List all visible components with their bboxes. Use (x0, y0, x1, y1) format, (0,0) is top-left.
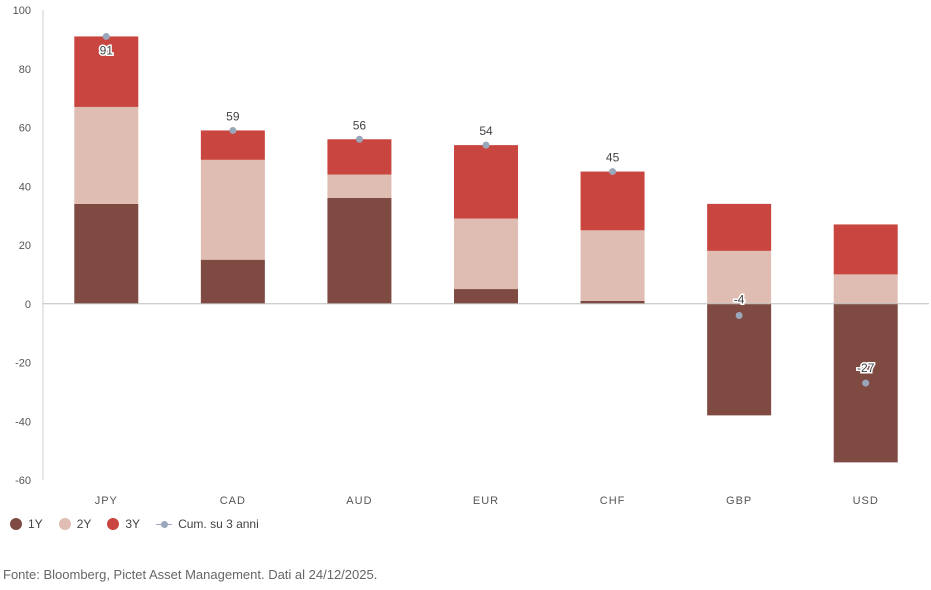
bar-cad-3y (200, 130, 265, 160)
source-note: Fonte: Bloomberg, Pictet Asset Managemen… (3, 567, 378, 582)
bar-eur-3y (454, 145, 518, 219)
x-tick-label: USD (853, 495, 879, 507)
cumulative-data-label: 59 (226, 109, 240, 123)
bar-chart: 100 80 60 40 20 0 -20 -40 -60 91 59 56 54 45 -4 -27 JP… (13, 5, 929, 507)
y-axis: 100 80 60 40 20 0 -20 -40 -60 (13, 5, 44, 487)
legend: 1Y 2Y 3Y Cum. su 3 anni (10, 517, 275, 531)
y-tick-label: 80 (19, 64, 31, 76)
legend-label-3y: 3Y (125, 517, 141, 531)
bar-aud-1y (327, 198, 392, 304)
cumulative-point (229, 126, 237, 134)
legend-swatch-cumulative (156, 518, 173, 530)
cumulative-data-label: 56 (353, 118, 367, 132)
bar-aud-2y (327, 174, 392, 198)
bar-cad-2y (200, 159, 265, 260)
legend-swatch-3y (107, 518, 120, 530)
bar-chf-1y (580, 300, 645, 304)
legend-swatch-2y (58, 518, 71, 530)
x-tick-label: CHF (600, 495, 626, 507)
cumulative-data-label: 91 (100, 43, 114, 57)
x-axis: JPY CAD AUD EUR CHF GBP USD (95, 495, 879, 507)
legend-label-cumulative: Cum. su 3 anni (178, 517, 259, 531)
x-tick-label: GBP (726, 495, 752, 507)
y-tick-label: 40 (19, 181, 31, 193)
y-tick-label: -20 (15, 358, 31, 370)
legend-label-2y: 2Y (76, 517, 92, 531)
bar-chf-2y (580, 230, 645, 301)
legend-item-2y: 2Y (58, 517, 92, 531)
y-tick-label: 20 (19, 240, 31, 252)
bar-gbp-2y (707, 250, 772, 304)
bar-eur-2y (454, 218, 518, 290)
bar-usd-2y (833, 274, 898, 304)
bar-usd-3y (833, 224, 898, 275)
cumulative-data-label: 54 (479, 124, 493, 138)
cumulative-point (609, 168, 617, 176)
legend-label-1y: 1Y (28, 517, 43, 531)
cumulative-data-label: -27 (857, 361, 875, 375)
legend-item-cumulative: Cum. su 3 anni (156, 517, 259, 531)
legend-swatch-1y (10, 518, 22, 530)
x-tick-label: JPY (95, 495, 118, 507)
cumulative-point (482, 141, 490, 149)
y-tick-label: -40 (15, 416, 31, 428)
bar-jpy-1y (74, 203, 139, 304)
legend-item-1y: 1Y (10, 517, 43, 531)
y-tick-label: 100 (13, 5, 31, 17)
x-tick-label: CAD (220, 495, 246, 507)
cumulative-data-label: -4 (734, 293, 745, 307)
cumulative-point (355, 135, 363, 143)
cumulative-point (862, 379, 870, 387)
x-tick-label: AUD (346, 495, 372, 507)
bar-gbp-3y (707, 203, 772, 251)
x-tick-label: EUR (473, 495, 499, 507)
bar-gbp-1y (707, 303, 772, 416)
bar-jpy-3y (74, 36, 139, 107)
cumulative-points: 91 59 56 54 45 -4 -27 (98, 32, 876, 387)
y-tick-label: -60 (15, 475, 31, 487)
bar-chf-3y (580, 171, 645, 231)
bar-cad-1y (200, 259, 265, 304)
cumulative-point (102, 32, 110, 40)
bar-aud-3y (327, 139, 392, 175)
bar-jpy-2y (74, 106, 139, 204)
y-tick-label: 60 (19, 123, 31, 135)
bars-group (74, 36, 898, 463)
legend-item-3y: 3Y (107, 517, 140, 531)
y-tick-label: 0 (25, 299, 31, 311)
bar-eur-1y (454, 289, 518, 304)
cumulative-point (735, 312, 743, 319)
cumulative-data-label: 45 (606, 151, 620, 165)
